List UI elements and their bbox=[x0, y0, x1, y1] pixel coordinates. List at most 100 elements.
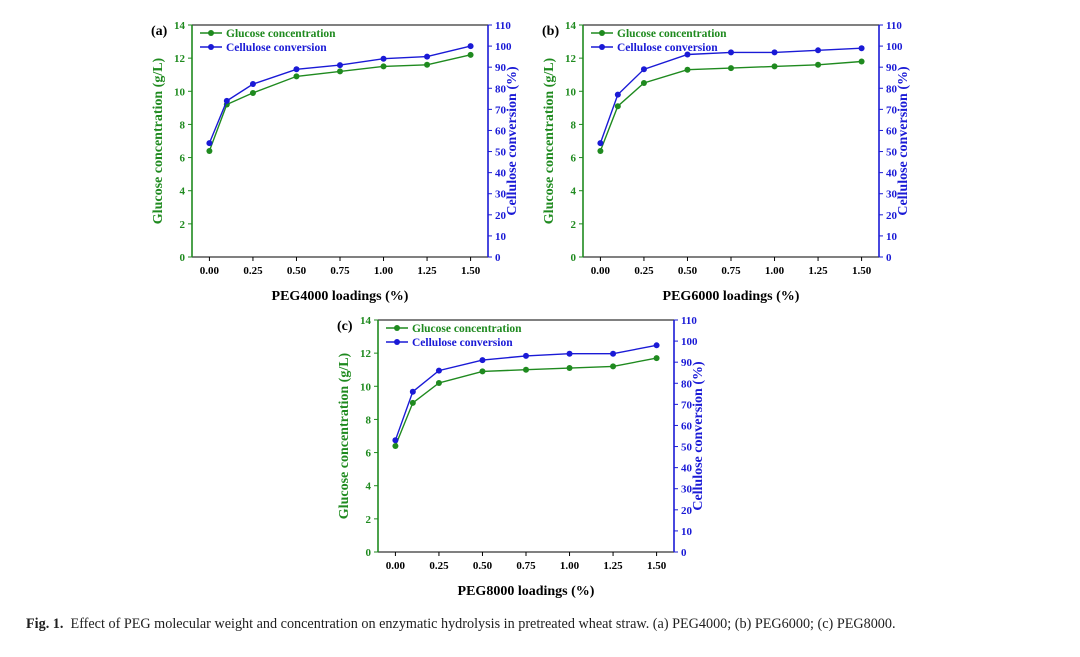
plot-frame bbox=[191, 24, 489, 258]
glucose-legend-label: Glucose concentration bbox=[412, 323, 522, 335]
right-y-tick-label: 20 bbox=[495, 210, 507, 222]
cellulose-data-point bbox=[424, 53, 431, 60]
right-y-tick-label: 110 bbox=[681, 315, 697, 327]
left-y-axis-title: Glucose concentration (g/L) bbox=[337, 352, 352, 519]
chart-panel-b: 0.00 0.25 0.50 0.75 1.00 1.25 1.50 0 2 4 6 8 10 12 14 0… bbox=[542, 20, 911, 304]
x-tick-label: 1.25 bbox=[417, 265, 437, 277]
right-y-tick-label: 80 bbox=[681, 378, 693, 390]
glucose-series-line bbox=[208, 54, 471, 152]
cellulose-series-line bbox=[394, 344, 657, 441]
cellulose-data-point bbox=[223, 97, 230, 104]
glucose-data-point bbox=[728, 65, 734, 72]
cellulose-data-point bbox=[435, 367, 442, 374]
cellulose-data-point bbox=[392, 437, 399, 444]
glucose-data-point bbox=[684, 66, 691, 73]
left-y-tick-label: 4 bbox=[571, 186, 577, 198]
right-y-tick-label: 30 bbox=[495, 189, 507, 201]
glucose-data-point bbox=[479, 368, 486, 375]
glucose-data-point bbox=[566, 365, 573, 372]
x-tick-label: 1.50 bbox=[461, 265, 481, 277]
right-y-tick-label: 100 bbox=[886, 41, 903, 53]
left-y-tick-label: 8 bbox=[366, 414, 372, 426]
left-y-tick-label: 14 bbox=[360, 315, 372, 327]
right-y-tick-label: 110 bbox=[495, 20, 511, 32]
left-y-tick-label: 8 bbox=[571, 119, 577, 131]
cellulose-legend-marker bbox=[599, 44, 605, 50]
left-y-tick-label: 10 bbox=[174, 86, 186, 98]
figure-caption: Fig. 1. Effect of PEG molecular weight a… bbox=[26, 616, 1066, 633]
right-y-tick-label: 40 bbox=[681, 463, 693, 475]
x-tick-label: 0.50 bbox=[287, 265, 307, 277]
cellulose-data-point bbox=[293, 66, 300, 73]
panel-label: (b) bbox=[542, 24, 559, 39]
glucose-legend-marker bbox=[208, 30, 214, 36]
glucose-data-point bbox=[771, 63, 778, 70]
left-y-tick-label: 2 bbox=[180, 219, 186, 231]
x-tick-label: 0.00 bbox=[591, 265, 611, 277]
right-y-tick-label: 70 bbox=[886, 104, 898, 116]
right-y-tick-label: 70 bbox=[495, 104, 507, 116]
x-tick-label: 1.00 bbox=[374, 265, 394, 277]
x-tick-label: 1.25 bbox=[808, 265, 828, 277]
cellulose-data-point bbox=[858, 45, 865, 52]
cellulose-data-point bbox=[249, 81, 256, 88]
right-y-tick-label: 30 bbox=[886, 189, 898, 201]
x-tick-label: 0.75 bbox=[516, 560, 536, 572]
x-tick-label: 0.50 bbox=[678, 265, 698, 277]
figure-caption-text: Effect of PEG molecular weight and conce… bbox=[70, 616, 896, 632]
cellulose-series-line bbox=[599, 47, 862, 144]
cellulose-legend-label: Cellulose conversion bbox=[617, 42, 718, 54]
cellulose-data-point bbox=[467, 43, 474, 50]
left-y-tick-label: 12 bbox=[565, 53, 577, 65]
cellulose-data-point bbox=[653, 342, 660, 349]
glucose-data-point bbox=[815, 61, 822, 68]
x-tick-label: 0.50 bbox=[473, 560, 493, 572]
glucose-data-point bbox=[614, 103, 621, 110]
right-y-tick-label: 80 bbox=[886, 83, 898, 95]
x-tick-label: 0.00 bbox=[200, 265, 220, 277]
cellulose-data-point bbox=[380, 55, 387, 62]
cellulose-data-point bbox=[409, 388, 416, 395]
left-y-tick-label: 14 bbox=[174, 20, 186, 32]
right-y-tick-label: 100 bbox=[681, 336, 698, 348]
cellulose-legend-marker bbox=[394, 339, 400, 345]
cellulose-data-point bbox=[728, 49, 734, 56]
x-tick-label: 0.25 bbox=[243, 265, 263, 277]
glucose-legend-label: Glucose concentration bbox=[617, 28, 727, 40]
right-y-tick-label: 100 bbox=[495, 41, 512, 53]
glucose-data-point bbox=[523, 366, 529, 373]
glucose-data-point bbox=[380, 63, 387, 70]
right-y-axis-title: Cellulose conversion (%) bbox=[896, 66, 911, 216]
left-y-tick-label: 10 bbox=[360, 381, 372, 393]
right-y-tick-label: 60 bbox=[495, 125, 507, 137]
glucose-data-point bbox=[409, 399, 416, 406]
x-tick-label: 1.25 bbox=[603, 560, 623, 572]
glucose-data-point bbox=[424, 61, 431, 68]
right-y-tick-label: 90 bbox=[886, 62, 898, 74]
left-y-tick-label: 6 bbox=[180, 153, 186, 165]
right-y-tick-label: 20 bbox=[886, 210, 898, 222]
cellulose-legend-label: Cellulose conversion bbox=[412, 337, 513, 349]
left-y-tick-label: 2 bbox=[571, 219, 577, 231]
glucose-data-point bbox=[206, 147, 213, 154]
glucose-series-line bbox=[599, 60, 862, 152]
right-y-tick-label: 50 bbox=[681, 442, 693, 454]
left-y-tick-label: 0 bbox=[366, 547, 372, 559]
x-axis-title: PEG8000 loadings (%) bbox=[458, 584, 595, 599]
left-y-tick-label: 0 bbox=[571, 252, 577, 264]
cellulose-data-point bbox=[523, 352, 529, 359]
right-y-tick-label: 10 bbox=[495, 231, 507, 243]
glucose-legend-marker bbox=[599, 30, 605, 36]
cellulose-series-line bbox=[208, 45, 471, 144]
glucose-legend-marker bbox=[394, 325, 400, 331]
left-y-tick-label: 12 bbox=[360, 348, 372, 360]
glucose-data-point bbox=[597, 147, 604, 154]
x-tick-label: 0.25 bbox=[429, 560, 449, 572]
right-y-tick-label: 60 bbox=[886, 125, 898, 137]
glucose-data-point bbox=[249, 89, 256, 96]
cellulose-legend-label: Cellulose conversion bbox=[226, 42, 327, 54]
x-tick-label: 0.25 bbox=[634, 265, 654, 277]
cellulose-data-point bbox=[597, 140, 604, 147]
right-y-tick-label: 50 bbox=[886, 147, 898, 159]
panel-label: (c) bbox=[337, 319, 353, 334]
